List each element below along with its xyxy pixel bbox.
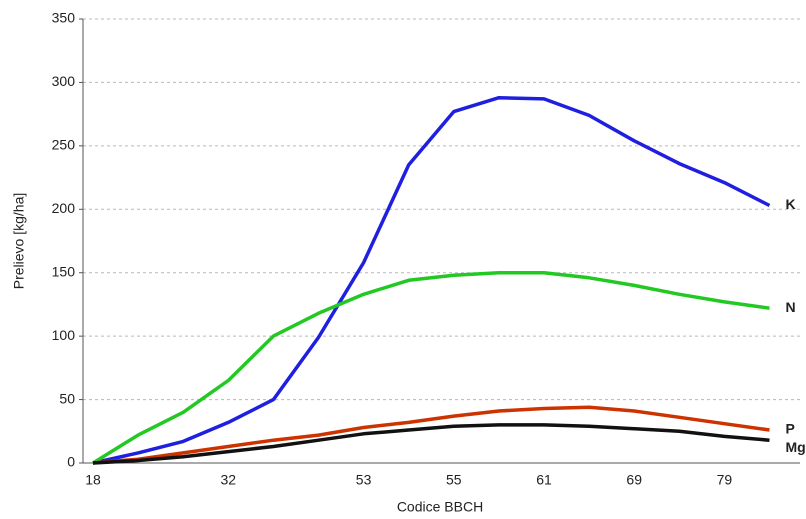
line-series xyxy=(92,270,770,465)
line-series xyxy=(92,95,771,465)
x-tick-label: 32 xyxy=(221,472,237,488)
x-tick-label: 69 xyxy=(626,472,642,488)
y-tick-label: 50 xyxy=(59,390,75,406)
x-tick-label: 55 xyxy=(446,472,462,488)
y-tick-label: 150 xyxy=(52,263,76,279)
y-tick-label: 100 xyxy=(52,327,76,343)
x-tick-label: 79 xyxy=(717,472,733,488)
line-series xyxy=(92,405,770,465)
y-tick-label: 200 xyxy=(52,200,76,216)
series-label: P xyxy=(786,421,795,437)
y-tick-label: 350 xyxy=(52,10,76,26)
y-tick-label: 300 xyxy=(52,73,76,89)
x-tick-label: 18 xyxy=(85,472,101,488)
series-label: Mg xyxy=(786,439,806,455)
y-tick-label: 0 xyxy=(67,454,75,470)
y-tick-label: 250 xyxy=(52,137,76,153)
series-label: K xyxy=(786,196,796,212)
x-axis-title: Codice BBCH xyxy=(397,499,483,515)
y-axis-title: Prelievo [kg/ha] xyxy=(11,193,27,290)
x-tick-label: 53 xyxy=(356,472,372,488)
x-tick-label: 61 xyxy=(536,472,552,488)
line-series xyxy=(92,423,770,465)
series-label: N xyxy=(786,299,796,315)
